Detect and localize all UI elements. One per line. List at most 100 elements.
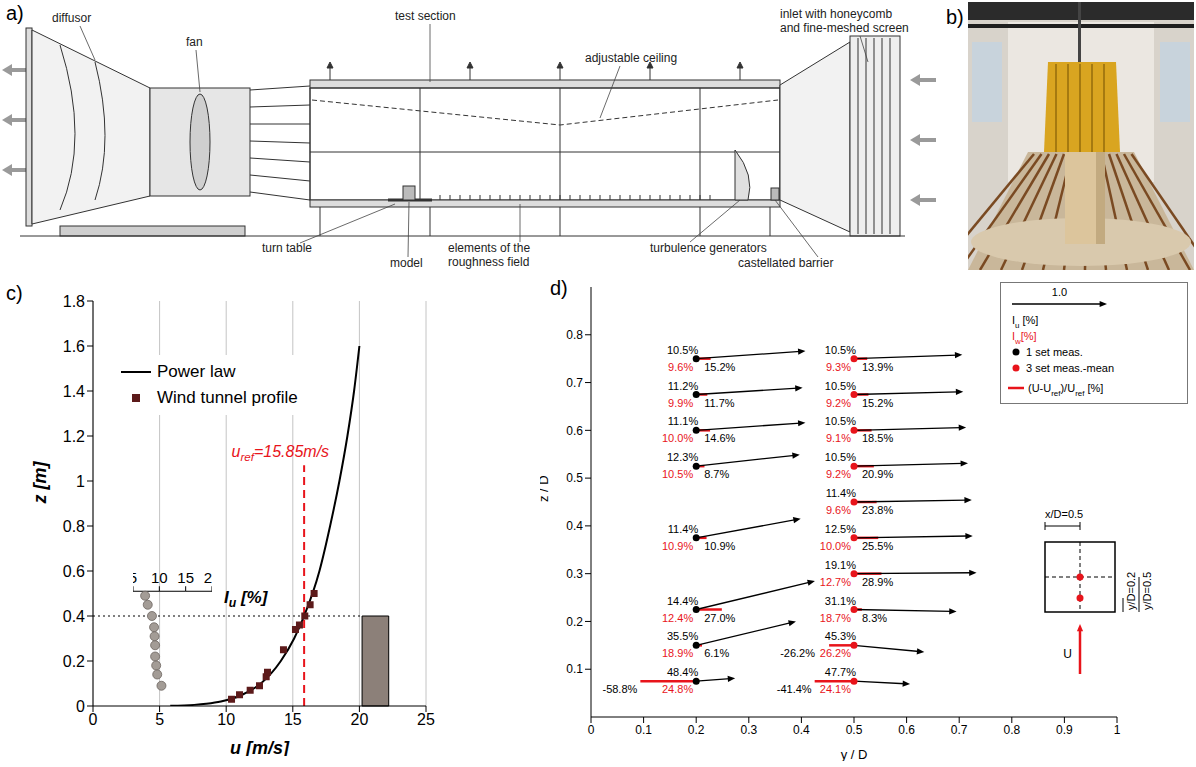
svg-text:10.5%: 10.5% <box>667 344 698 356</box>
svg-text:5: 5 <box>133 569 137 586</box>
svg-text:28.9%: 28.9% <box>862 576 893 588</box>
svg-text:23.8%: 23.8% <box>862 504 893 516</box>
svg-text:-41.4%: -41.4% <box>777 683 812 695</box>
svg-text:0.7: 0.7 <box>951 723 968 737</box>
svg-text:10.5%: 10.5% <box>825 415 856 427</box>
svg-text:fan: fan <box>186 35 203 49</box>
svg-text:z / D: z / D <box>540 475 551 502</box>
svg-text:0.1: 0.1 <box>566 662 583 676</box>
svg-text:0.8: 0.8 <box>566 328 583 342</box>
svg-text:0.4: 0.4 <box>566 519 583 533</box>
svg-text:1: 1 <box>76 473 85 490</box>
svg-text:0.3: 0.3 <box>566 567 583 581</box>
svg-text:19.1%: 19.1% <box>825 559 856 571</box>
svg-text:9.9%: 9.9% <box>668 397 693 409</box>
svg-text:9.1%: 9.1% <box>826 432 851 444</box>
svg-text:20: 20 <box>204 569 212 586</box>
svg-text:10: 10 <box>151 569 168 586</box>
svg-text:and fine-meshed screen: and fine-meshed screen <box>780 21 909 35</box>
svg-text:9.2%: 9.2% <box>826 468 851 480</box>
svg-text:test section: test section <box>395 9 456 23</box>
svg-text:0.9: 0.9 <box>1056 723 1073 737</box>
svg-text:0.8: 0.8 <box>1003 723 1020 737</box>
svg-text:45.3%: 45.3% <box>825 630 856 642</box>
svg-text:10.5%: 10.5% <box>825 451 856 463</box>
svg-text:25: 25 <box>417 711 435 728</box>
svg-text:20.9%: 20.9% <box>862 468 893 480</box>
svg-text:24.1%: 24.1% <box>820 683 851 695</box>
svg-text:18.7%: 18.7% <box>820 612 851 624</box>
svg-text:elements of the: elements of the <box>448 241 530 255</box>
svg-text:3 set meas.-mean: 3 set meas.-mean <box>1026 362 1114 374</box>
svg-text:48.4%: 48.4% <box>667 666 698 678</box>
svg-text:0.1: 0.1 <box>635 723 652 737</box>
svg-text:-58.8%: -58.8% <box>602 683 637 695</box>
svg-text:12.7%: 12.7% <box>820 576 851 588</box>
svg-text:47.7%: 47.7% <box>825 666 856 678</box>
svg-text:diffusor: diffusor <box>52 11 91 25</box>
svg-text:inlet with honeycomb: inlet with honeycomb <box>780 7 892 21</box>
svg-text:0.2: 0.2 <box>63 653 85 670</box>
svg-text:0.7: 0.7 <box>566 376 583 390</box>
svg-text:6.1%: 6.1% <box>704 647 729 659</box>
svg-text:10.5%: 10.5% <box>825 344 856 356</box>
svg-text:10.0%: 10.0% <box>662 432 693 444</box>
svg-text:15: 15 <box>284 711 302 728</box>
svg-text:12.4%: 12.4% <box>662 612 693 624</box>
svg-text:9.6%: 9.6% <box>826 504 851 516</box>
svg-text:11.4%: 11.4% <box>668 523 699 535</box>
svg-text:Iw[%]: Iw[%] <box>1012 330 1037 346</box>
svg-text:y/D=0.2: y/D=0.2 <box>1125 572 1137 610</box>
svg-text:0.4: 0.4 <box>793 723 810 737</box>
svg-text:14.6%: 14.6% <box>704 432 735 444</box>
svg-text:11.4%: 11.4% <box>826 487 857 499</box>
svg-text:10.0%: 10.0% <box>820 540 851 552</box>
svg-text:turbulence generators: turbulence generators <box>650 241 767 255</box>
svg-text:27.0%: 27.0% <box>704 612 735 624</box>
svg-text:12.3%: 12.3% <box>667 451 698 463</box>
svg-text:-26.2%: -26.2% <box>780 647 815 659</box>
svg-text:roughness field: roughness field <box>448 255 529 269</box>
svg-text:adjustable ceiling: adjustable ceiling <box>585 51 677 65</box>
svg-text:u [m/s]: u [m/s] <box>230 738 290 756</box>
svg-text:12.5%: 12.5% <box>825 523 856 535</box>
svg-text:31.1%: 31.1% <box>825 595 856 607</box>
svg-text:1.2: 1.2 <box>63 428 85 445</box>
svg-text:10.5%: 10.5% <box>662 468 693 480</box>
svg-text:y / D: y / D <box>841 747 868 761</box>
svg-text:8.3%: 8.3% <box>862 612 887 624</box>
svg-text:15: 15 <box>177 569 194 586</box>
svg-text:13.9%: 13.9% <box>862 361 893 373</box>
svg-text:25.5%: 25.5% <box>862 540 893 552</box>
svg-text:8.7%: 8.7% <box>704 468 729 480</box>
svg-text:Iu [%]: Iu [%] <box>1012 314 1038 330</box>
svg-text:11.1%: 11.1% <box>668 415 699 427</box>
svg-text:26.2%: 26.2% <box>820 647 851 659</box>
svg-text:0.6: 0.6 <box>566 424 583 438</box>
svg-text:x/D=0.5: x/D=0.5 <box>1045 508 1083 520</box>
svg-text:35.5%: 35.5% <box>667 630 698 642</box>
svg-text:0.4: 0.4 <box>63 608 85 625</box>
svg-text:0.3: 0.3 <box>740 723 757 737</box>
svg-text:9.2%: 9.2% <box>826 397 851 409</box>
svg-text:15.2%: 15.2% <box>704 361 735 373</box>
svg-text:0.5: 0.5 <box>846 723 863 737</box>
svg-text:0.2: 0.2 <box>688 723 705 737</box>
svg-text:1: 1 <box>1114 723 1121 737</box>
svg-text:15.2%: 15.2% <box>862 397 893 409</box>
svg-text:9.3%: 9.3% <box>826 361 851 373</box>
svg-text:10: 10 <box>217 711 235 728</box>
svg-text:1 set meas.: 1 set meas. <box>1026 346 1083 358</box>
svg-text:20: 20 <box>351 711 369 728</box>
svg-text:0: 0 <box>76 698 85 715</box>
svg-text:model: model <box>390 256 423 270</box>
svg-text:24.8%: 24.8% <box>662 683 693 695</box>
svg-text:0.6: 0.6 <box>898 723 915 737</box>
svg-text:(U-Uref)/Uref [%]: (U-Uref)/Uref [%] <box>1028 382 1103 398</box>
svg-text:0: 0 <box>588 723 595 737</box>
svg-text:0.2: 0.2 <box>566 615 583 629</box>
svg-text:1.4: 1.4 <box>63 383 85 400</box>
svg-text:18.9%: 18.9% <box>662 647 693 659</box>
svg-text:0.6: 0.6 <box>63 563 85 580</box>
svg-text:castellated barrier: castellated barrier <box>738 256 833 270</box>
